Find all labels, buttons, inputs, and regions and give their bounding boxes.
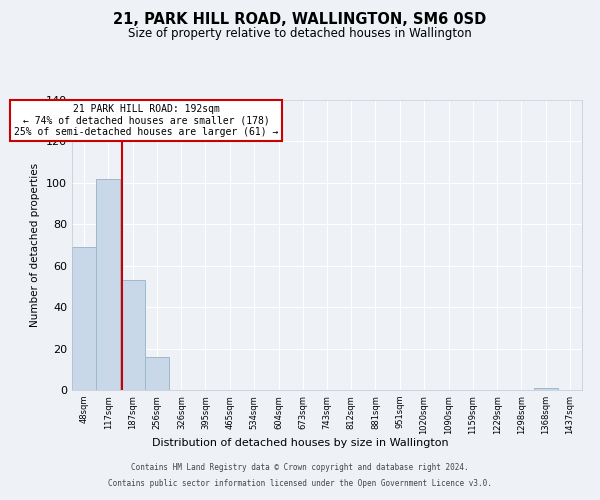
Bar bbox=[145, 357, 169, 390]
Bar bbox=[121, 280, 145, 390]
Text: Contains HM Land Registry data © Crown copyright and database right 2024.: Contains HM Land Registry data © Crown c… bbox=[131, 464, 469, 472]
Text: Distribution of detached houses by size in Wallington: Distribution of detached houses by size … bbox=[152, 438, 448, 448]
Y-axis label: Number of detached properties: Number of detached properties bbox=[31, 163, 40, 327]
Bar bbox=[96, 178, 120, 390]
Text: Contains public sector information licensed under the Open Government Licence v3: Contains public sector information licen… bbox=[108, 478, 492, 488]
Text: Size of property relative to detached houses in Wallington: Size of property relative to detached ho… bbox=[128, 28, 472, 40]
Bar bbox=[534, 388, 558, 390]
Bar bbox=[72, 247, 96, 390]
Text: 21, PARK HILL ROAD, WALLINGTON, SM6 0SD: 21, PARK HILL ROAD, WALLINGTON, SM6 0SD bbox=[113, 12, 487, 28]
Text: 21 PARK HILL ROAD: 192sqm
← 74% of detached houses are smaller (178)
25% of semi: 21 PARK HILL ROAD: 192sqm ← 74% of detac… bbox=[14, 104, 278, 138]
